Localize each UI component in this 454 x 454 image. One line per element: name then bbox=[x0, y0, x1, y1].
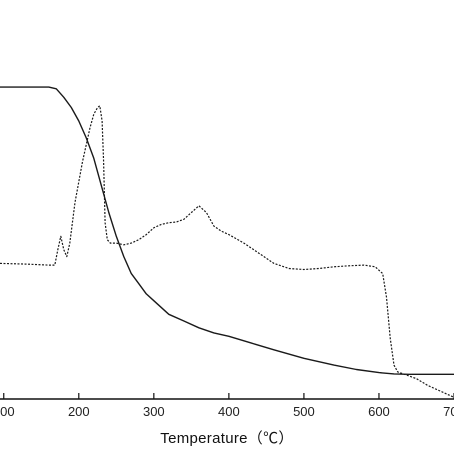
series-layer bbox=[0, 86, 454, 398]
x-tick-label-200: 200 bbox=[68, 404, 90, 419]
series-line-1 bbox=[0, 86, 454, 375]
x-tick-label-300: 300 bbox=[143, 404, 165, 419]
x-tick-label-100: 100 bbox=[0, 404, 15, 419]
x-axis-title: Temperature（℃） bbox=[160, 430, 293, 447]
series-line-2 bbox=[0, 105, 454, 398]
x-tick-label-400: 400 bbox=[218, 404, 240, 419]
x-tick-label-700: 700 bbox=[443, 404, 454, 419]
x-tick-label-500: 500 bbox=[293, 404, 315, 419]
x-tick-label-600: 600 bbox=[368, 404, 390, 419]
x-tick-layer: 100 200 300 400 500 600 700 bbox=[0, 393, 454, 419]
